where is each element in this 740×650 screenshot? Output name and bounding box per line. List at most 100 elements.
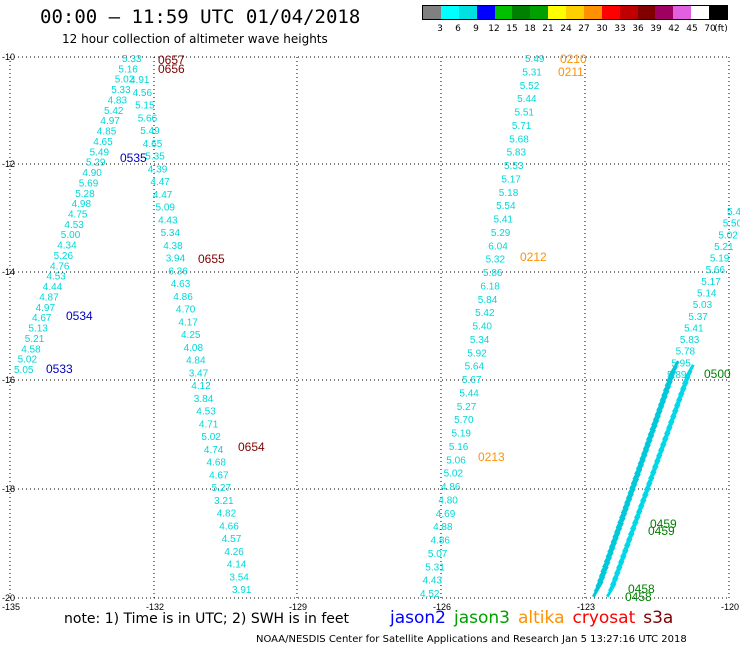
wave-height-label: 4.87 — [39, 292, 59, 303]
legend-label: 24 — [560, 24, 572, 34]
track-time-label: 0211 — [558, 65, 584, 79]
x-tick-label: -126 — [433, 602, 451, 612]
wave-height-label: 5.29 — [491, 228, 511, 239]
legend-swatch — [440, 6, 459, 19]
wave-height-label: 4.70 — [176, 305, 196, 316]
legend-label: 9 — [473, 24, 479, 34]
wave-height-label: 4.97 — [36, 303, 56, 314]
wave-height-label: 4.66 — [219, 521, 239, 532]
wave-height-label: 5.02 — [18, 355, 38, 366]
wave-height-label: 4.76 — [50, 261, 70, 272]
wave-height-label: 4.67 — [32, 313, 52, 324]
wave-height-label: 5.34 — [470, 335, 490, 346]
wave-height-label: 5.28 — [75, 189, 95, 200]
wave-height-label: 5.78 — [676, 347, 696, 358]
legend-color-bar — [422, 5, 728, 20]
wave-height-label: 5.68 — [509, 134, 529, 145]
wave-height-label: 3.21 — [214, 496, 234, 507]
wave-height-label: 5.71 — [512, 121, 532, 132]
wave-height-mark — [605, 582, 617, 598]
wave-height-label: 4.68 — [207, 458, 227, 469]
footer-note: note: 1) Time is in UTC; 2) SWH is in fe… — [64, 611, 350, 627]
wave-height-label: 4.90 — [82, 168, 102, 179]
wave-height-label: 4.75 — [68, 210, 88, 221]
wave-height-label: 5.42 — [104, 106, 124, 117]
y-tick-label: -20 — [2, 593, 15, 603]
wave-height-label: 4.67 — [209, 470, 229, 481]
wave-height-label: 4.53 — [46, 272, 66, 283]
satellite-tracks: 5.335.165.025.334.835.424.974.854.655.49… — [14, 54, 740, 600]
wave-height-label: 5.17 — [501, 174, 521, 185]
wave-height-label: 5.18 — [499, 188, 519, 199]
color-legend: 3 6 9 12 15 18 21 24 27 30 33 36 39 42 45 70 (ft) — [422, 5, 728, 35]
track-time-label: 0458 — [625, 590, 652, 604]
wave-height-label: 5.19 — [452, 429, 472, 440]
track-time-label: 0655 — [198, 252, 225, 266]
wave-height-label: 4.65 — [93, 137, 113, 148]
legend-swatch — [583, 6, 602, 19]
wave-height-label: 4.91 — [130, 75, 150, 86]
track-time-label: 0657 — [158, 53, 185, 67]
wave-height-label: 5.31 — [425, 562, 445, 573]
wave-height-label: 5.69 — [79, 178, 99, 189]
wave-height-label: 5.19 — [710, 254, 730, 265]
wave-height-label: 5.53 — [504, 161, 524, 172]
wave-height-label: 5.51 — [515, 108, 535, 119]
wave-height-label: 5.49 — [90, 147, 110, 158]
track-time-label: 0535 — [120, 151, 147, 165]
legend-swatch — [566, 6, 584, 19]
legend-label: 21 — [542, 24, 554, 34]
wave-height-label: 5.41 — [684, 323, 704, 334]
wave-height-label: 4.34 — [57, 241, 77, 252]
wave-height-label: 4.86 — [431, 536, 451, 547]
satellite-legend-item: altika — [518, 608, 565, 628]
legend-label: 18 — [524, 24, 536, 34]
legend-swatch — [655, 6, 674, 19]
track-time-label: 0213 — [478, 450, 505, 464]
x-tick-label: -129 — [289, 602, 307, 612]
track-time-label: 0534 — [66, 309, 93, 323]
legend-label: 12 — [488, 24, 500, 34]
wave-height-label: 4.38 — [163, 241, 183, 252]
legend-swatch — [691, 6, 709, 19]
wave-height-label: 5.21 — [714, 242, 734, 253]
wave-height-label: 4.86 — [441, 482, 461, 493]
legend-label: (ft) — [714, 24, 728, 34]
wave-height-label: 3.47 — [189, 368, 209, 379]
wave-height-label: 4.25 — [181, 330, 201, 341]
wave-height-label: 5.05 — [14, 365, 34, 376]
satellite-legend-item: jason3 — [454, 608, 510, 628]
wave-height-label: 4.56 — [133, 88, 153, 99]
y-tick-label: -14 — [2, 267, 15, 277]
wave-height-label: 5.17 — [701, 277, 721, 288]
wave-height-label: 5.34 — [161, 228, 181, 239]
wave-height-label: 5.07 — [428, 549, 448, 560]
satellite-legend-item: cryosat — [572, 608, 636, 628]
wave-height-label: 5.33 — [111, 85, 131, 96]
wave-height-label: 5.66 — [138, 113, 158, 124]
legend-labels: 3 6 9 12 15 18 21 24 27 30 33 36 39 42 45 70 (ft) — [422, 24, 728, 36]
wave-height-label: 3.84 — [194, 394, 214, 405]
wave-height-label: 5.09 — [156, 203, 176, 214]
wave-height-label: 4.85 — [97, 127, 117, 138]
legend-swatch — [709, 6, 727, 19]
wave-height-label: 5.50 — [723, 219, 740, 230]
legend-label: 15 — [506, 24, 518, 34]
y-tick-label: -10 — [2, 52, 15, 62]
wave-height-label: 5.40 — [473, 322, 493, 333]
wave-height-label: 4.58 — [21, 344, 41, 355]
wave-height-label: 5.02 — [115, 75, 135, 86]
wave-height-label: 4.39 — [148, 164, 168, 175]
satellite-legend-item: jason2 — [390, 608, 446, 628]
legend-label: 6 — [455, 24, 461, 34]
wave-height-label: 4.43 — [423, 576, 443, 587]
wave-height-label: 4.44 — [43, 282, 63, 293]
wave-height-label: 5.83 — [507, 148, 527, 159]
page-subtitle: 12 hour collection of altimeter wave hei… — [62, 32, 328, 46]
legend-swatch — [458, 6, 477, 19]
wave-height-label: 5.16 — [449, 442, 469, 453]
legend-label: 3 — [437, 24, 443, 34]
page-title: 00:00 — 11:59 UTC 01/04/2018 — [40, 6, 361, 28]
